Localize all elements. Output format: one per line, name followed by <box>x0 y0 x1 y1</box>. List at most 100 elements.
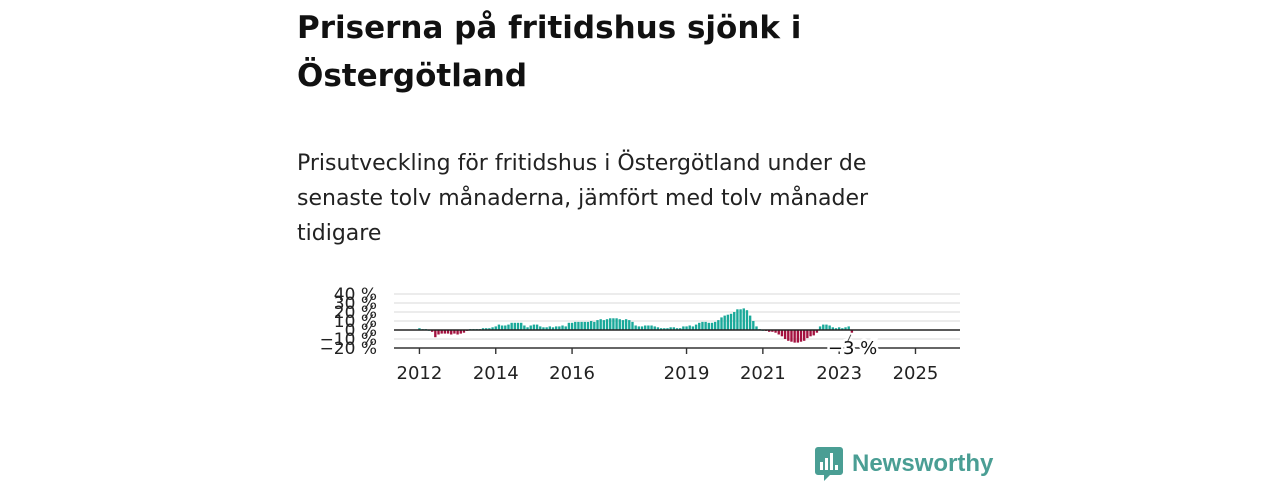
newsworthy-logo[interactable]: Newsworthy <box>815 447 993 481</box>
bar <box>481 328 485 330</box>
bar <box>663 328 666 330</box>
bar <box>847 326 850 330</box>
brand-name: Newsworthy <box>852 450 994 477</box>
bar <box>710 322 714 330</box>
bar <box>682 326 685 330</box>
bar <box>809 330 812 337</box>
bar <box>437 330 440 335</box>
x-tick-label: 2016 <box>549 363 595 384</box>
labels: 40 %30 %20 %10 %0 %−10 %−20 % 2012 2014 201… <box>320 285 939 384</box>
bar <box>430 330 434 332</box>
bar <box>589 321 593 330</box>
bar <box>837 327 841 330</box>
bar <box>516 322 520 330</box>
bar <box>822 324 825 330</box>
bar <box>774 330 777 333</box>
x-tick-label: 2012 <box>397 363 443 384</box>
chart-subtitle: Prisutveckling för fritidshus i Östergöt… <box>297 151 869 246</box>
bar <box>491 327 494 330</box>
bar <box>450 330 453 335</box>
bar <box>768 330 771 332</box>
bar <box>723 315 726 330</box>
bar <box>612 318 615 330</box>
bar <box>780 330 784 337</box>
bar <box>532 324 536 330</box>
bar <box>605 319 609 330</box>
bar <box>618 319 621 330</box>
bar <box>628 320 631 330</box>
y-tick-label: −20 % <box>320 339 377 359</box>
bar <box>520 322 523 330</box>
bar <box>446 330 450 334</box>
x-tick-label: 2025 <box>893 363 939 384</box>
bar <box>720 317 723 330</box>
bar <box>488 328 491 330</box>
bar <box>726 314 730 330</box>
bar <box>526 327 529 330</box>
bar <box>551 327 555 330</box>
bar <box>637 326 641 330</box>
bar <box>545 327 548 330</box>
bar <box>602 320 606 330</box>
chart-title: Priserna på fritidshus sjönk i Östergötl… <box>297 10 802 94</box>
bar <box>535 324 539 330</box>
bar <box>631 321 634 330</box>
bar <box>783 330 787 339</box>
bar <box>688 325 691 330</box>
bar <box>567 322 571 330</box>
bar <box>586 321 590 330</box>
bar <box>500 325 504 330</box>
bar <box>456 330 459 335</box>
bar <box>812 330 815 336</box>
x-tick-label: 2023 <box>816 363 862 384</box>
bar <box>669 327 672 330</box>
bar <box>507 324 510 330</box>
bar <box>647 325 650 330</box>
bar <box>742 308 745 330</box>
x-tick-label: 2014 <box>473 363 519 384</box>
bar <box>733 312 736 330</box>
bar <box>548 326 551 330</box>
bar <box>729 313 733 330</box>
bar <box>510 322 513 330</box>
bar <box>440 330 443 334</box>
bar <box>748 315 752 330</box>
bar <box>558 326 561 330</box>
bar <box>615 318 618 330</box>
bar <box>745 310 749 330</box>
bar <box>685 326 688 330</box>
bar <box>704 321 707 330</box>
bar <box>694 324 698 330</box>
bar <box>577 321 580 330</box>
bar <box>523 325 526 330</box>
bar <box>707 322 710 330</box>
bar <box>574 321 577 330</box>
bar <box>513 322 517 330</box>
bar <box>561 325 564 330</box>
y-tick-label: 20 % <box>334 303 377 323</box>
bar <box>787 330 790 341</box>
bar <box>771 330 774 332</box>
bar <box>675 328 679 330</box>
bar <box>653 326 656 330</box>
bar <box>644 325 647 330</box>
bar <box>790 330 793 342</box>
bar <box>717 320 720 330</box>
bar <box>640 326 644 330</box>
bar <box>593 321 596 330</box>
bar-chart-icon <box>815 447 843 481</box>
bar <box>570 322 574 330</box>
bar <box>815 330 819 333</box>
bar <box>841 328 844 330</box>
bar <box>609 318 612 330</box>
bar <box>701 321 704 330</box>
x-tick-label: 2021 <box>740 363 786 384</box>
bar <box>793 330 796 343</box>
bar <box>599 319 602 330</box>
bar <box>844 327 847 330</box>
bar <box>656 327 660 330</box>
bar <box>691 326 695 330</box>
y-tick-label: 0 % <box>345 321 377 341</box>
bar <box>504 325 507 330</box>
